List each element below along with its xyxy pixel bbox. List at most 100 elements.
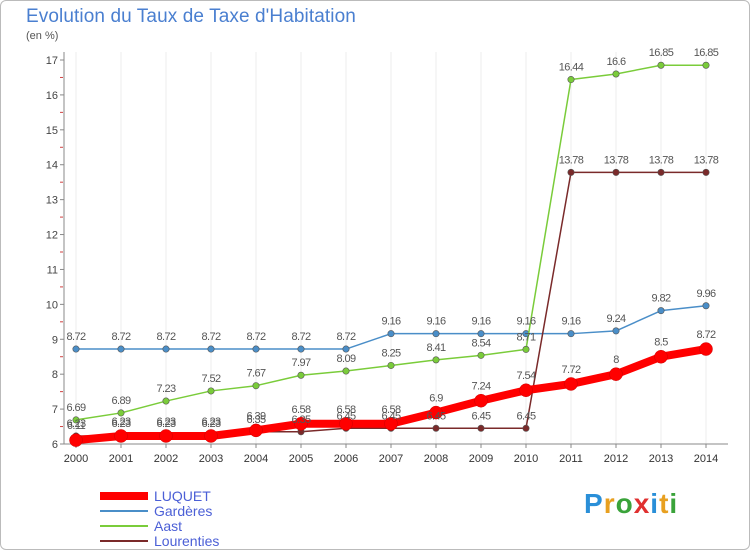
data-label: 8.71 (516, 331, 535, 343)
data-point (342, 345, 350, 353)
data-label: 6.35 (246, 414, 265, 426)
logo-letter: P (584, 488, 604, 519)
data-label: 8.41 (426, 342, 445, 354)
legend-item-luquet: LUQUET (100, 487, 219, 504)
data-point (72, 345, 80, 353)
x-tick-label: 2003 (199, 453, 223, 465)
y-tick-label: 13 (46, 195, 58, 207)
x-tick-label: 2014 (694, 453, 718, 465)
data-label: 13.78 (649, 154, 674, 166)
legend-swatch-garderes (100, 509, 148, 512)
chart-subtitle: (en %) (26, 30, 59, 42)
data-label: 6.39 (246, 410, 265, 422)
data-label: 8.09 (336, 353, 355, 365)
data-label: 6.89 (111, 395, 130, 407)
data-point (117, 409, 125, 417)
data-point (432, 356, 440, 364)
x-tick-label: 2009 (469, 453, 493, 465)
data-point (342, 367, 350, 375)
data-label: 6.23 (156, 418, 175, 430)
data-point (702, 61, 710, 69)
data-point (384, 417, 398, 431)
data-point (207, 345, 215, 353)
data-point (699, 342, 713, 356)
chart-title: Evolution du Taux de Taxe d'Habitation (26, 6, 356, 27)
data-point (657, 61, 665, 69)
data-point (477, 424, 485, 432)
legend-label-lourenties: Lourenties (154, 532, 220, 549)
x-tick-label: 2004 (244, 453, 268, 465)
data-point (297, 371, 305, 379)
data-point (567, 76, 575, 84)
legend: LUQUET Gardères Aast Lourenties (100, 487, 220, 549)
data-label: 6.23 (66, 418, 85, 430)
data-point (114, 429, 128, 443)
data-label: 6.35 (291, 414, 310, 426)
data-point (654, 349, 668, 364)
x-tick-label: 2000 (64, 453, 88, 465)
data-label: 6.23 (111, 416, 130, 428)
x-tick-label: 2005 (289, 453, 313, 465)
data-label: 9.24 (606, 313, 625, 325)
data-point (609, 367, 623, 381)
data-point (567, 168, 575, 176)
data-label: 6.45 (471, 410, 490, 422)
y-tick-label: 10 (46, 299, 58, 311)
data-label: 9.16 (426, 316, 445, 328)
data-label: 6.45 (426, 410, 445, 422)
x-tick-label: 2013 (649, 453, 673, 465)
data-label: 6.23 (201, 418, 220, 430)
x-tick-label: 2007 (379, 453, 403, 465)
data-point (612, 168, 620, 176)
data-label: 8.72 (696, 329, 715, 341)
data-label: 9.16 (561, 316, 580, 328)
data-label: 6.9 (429, 393, 443, 405)
data-label: 6.23 (201, 416, 220, 428)
data-point (429, 405, 443, 420)
data-label: 8.72 (156, 331, 175, 343)
data-point (162, 345, 170, 353)
data-point (432, 424, 440, 432)
data-label: 9.16 (381, 316, 400, 328)
y-tick-label: 9 (52, 334, 58, 346)
data-point (117, 345, 125, 353)
data-point (387, 330, 395, 338)
data-point (612, 327, 620, 335)
data-point (69, 433, 83, 447)
data-label: 6.45 (516, 410, 535, 422)
data-label: 6.11 (67, 420, 86, 432)
data-label: 6.69 (66, 402, 85, 414)
legend-label-aast: Aast (154, 517, 183, 534)
data-label: 8.72 (111, 331, 130, 343)
x-tick-label: 2002 (154, 453, 178, 465)
data-label: 7.67 (246, 368, 265, 380)
legend-label-garderes: Gardères (154, 502, 213, 519)
data-label: 6.45 (381, 410, 400, 422)
data-label: 6.58 (381, 404, 400, 416)
data-point (564, 377, 578, 391)
legend-item-lourenties: Lourenties (100, 532, 220, 549)
logo-letter: i (669, 488, 679, 519)
legend-label-luquet: LUQUET (154, 487, 211, 504)
data-label: 7.72 (561, 364, 580, 376)
y-tick-label: 11 (47, 264, 58, 276)
y-tick-label: 6 (52, 439, 58, 451)
data-label: 16.44 (559, 62, 584, 74)
data-point (297, 345, 305, 353)
y-tick-label: 7 (52, 404, 58, 416)
data-label: 6.58 (291, 404, 310, 416)
data-label: 8.72 (201, 331, 220, 343)
data-label: 7.97 (291, 357, 310, 369)
proxiti-logo: Proxiti (584, 488, 678, 520)
logo-letter: i (650, 488, 660, 519)
x-tick-label: 2006 (334, 453, 358, 465)
data-point (702, 302, 710, 310)
logo-letter: o (615, 488, 634, 519)
legend-swatch-aast (100, 524, 148, 527)
legend-swatch-luquet (100, 491, 148, 500)
x-tick-label: 2001 (109, 453, 133, 465)
data-label: 16.6 (606, 56, 625, 68)
data-point (159, 429, 173, 443)
data-label: 6.45 (336, 410, 355, 422)
